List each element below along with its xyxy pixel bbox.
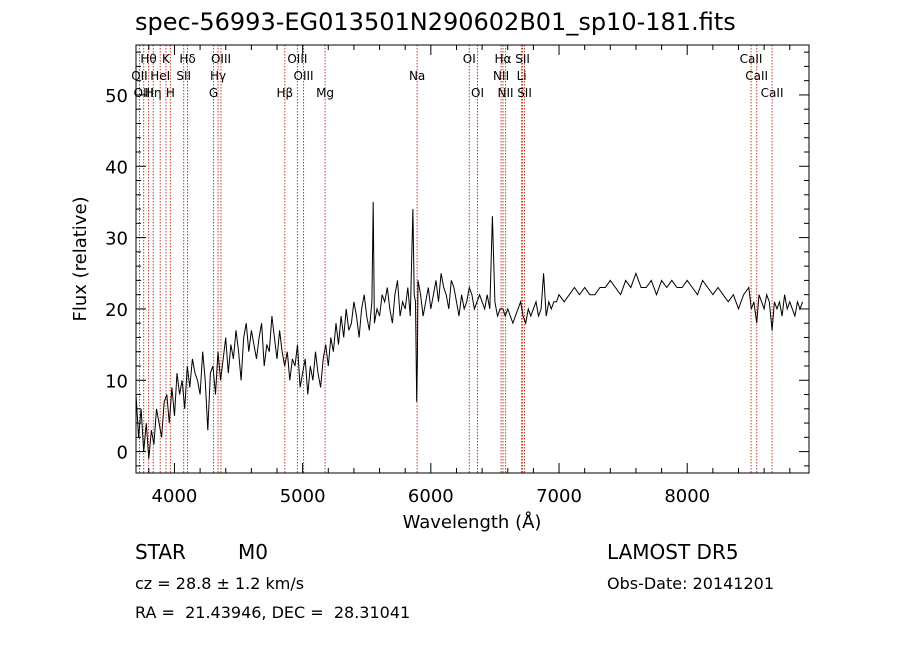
subclass-label: M0 (238, 540, 268, 564)
emission-line-label: Na (409, 69, 425, 83)
x-tick-label: 6000 (408, 486, 454, 507)
emission-line-label: CaII (740, 52, 763, 66)
x-axis-label: Wavelength (Å) (403, 511, 542, 533)
emission-line-label: Hη (145, 86, 162, 100)
emission-line-label: H (166, 86, 175, 100)
y-tick-label: 30 (105, 229, 128, 250)
y-tick-label: 40 (105, 157, 128, 178)
y-tick-label: 20 (105, 300, 128, 321)
emission-line-label: SII (517, 86, 532, 100)
emission-line-label: HeI (150, 69, 170, 83)
emission-line-label: OIII (287, 52, 307, 66)
emission-line-label: OI (471, 86, 484, 100)
emission-line-label: Hβ (276, 86, 293, 100)
emission-line-label: CaII (745, 69, 768, 83)
emission-line-label: Hδ (179, 52, 195, 66)
emission-line-label: SII (515, 52, 530, 66)
x-axis-ticks: 4000 5000 6000 7000 8000 (148, 45, 791, 507)
class-label: STAR (135, 540, 186, 564)
y-tick-label: 10 (105, 371, 128, 392)
x-tick-label: 5000 (280, 486, 326, 507)
chart-title: spec-56993-EG013501N290602B01_sp10-181.f… (135, 8, 736, 36)
emission-line-label: Li (517, 69, 527, 83)
y-axis-label: Flux (relative) (70, 196, 91, 321)
emission-line-label: OIII (211, 52, 231, 66)
y-tick-label: 0 (117, 443, 128, 464)
emission-line-label: CaII (761, 86, 784, 100)
survey-label: LAMOST DR5 (607, 540, 739, 564)
spectrum-line (135, 201, 804, 459)
ra-dec: RA = 21.43946, DEC = 28.31041 (135, 603, 411, 622)
emission-line-label: OII (131, 69, 148, 83)
x-tick-label: 8000 (664, 486, 710, 507)
emission-line-label: G (209, 86, 218, 100)
y-tick-label: 50 (105, 86, 128, 107)
emission-line-markers (138, 45, 773, 473)
emission-line-label: Hθ (140, 52, 156, 66)
emission-line-label: Hγ (210, 69, 226, 83)
x-tick-label: 4000 (152, 486, 198, 507)
emission-line-label: NII (498, 86, 514, 100)
x-tick-label: 7000 (536, 486, 582, 507)
emission-line-label: NII (493, 69, 509, 83)
emission-line-label: Mg (316, 86, 334, 100)
plot-frame (135, 44, 810, 474)
y-axis-ticks: 0 10 20 30 40 50 (105, 51, 809, 467)
emission-line-label: SII (176, 69, 191, 83)
emission-line-label: K (162, 52, 171, 66)
emission-line-label: Hα (495, 52, 512, 66)
cz-value: cz = 28.8 ± 1.2 km/s (135, 574, 305, 593)
obs-date: Obs-Date: 20141201 (607, 574, 775, 593)
emission-line-label: OI (463, 52, 476, 66)
emission-line-label: OIII (134, 86, 154, 100)
emission-line-label: OIII (294, 69, 314, 83)
